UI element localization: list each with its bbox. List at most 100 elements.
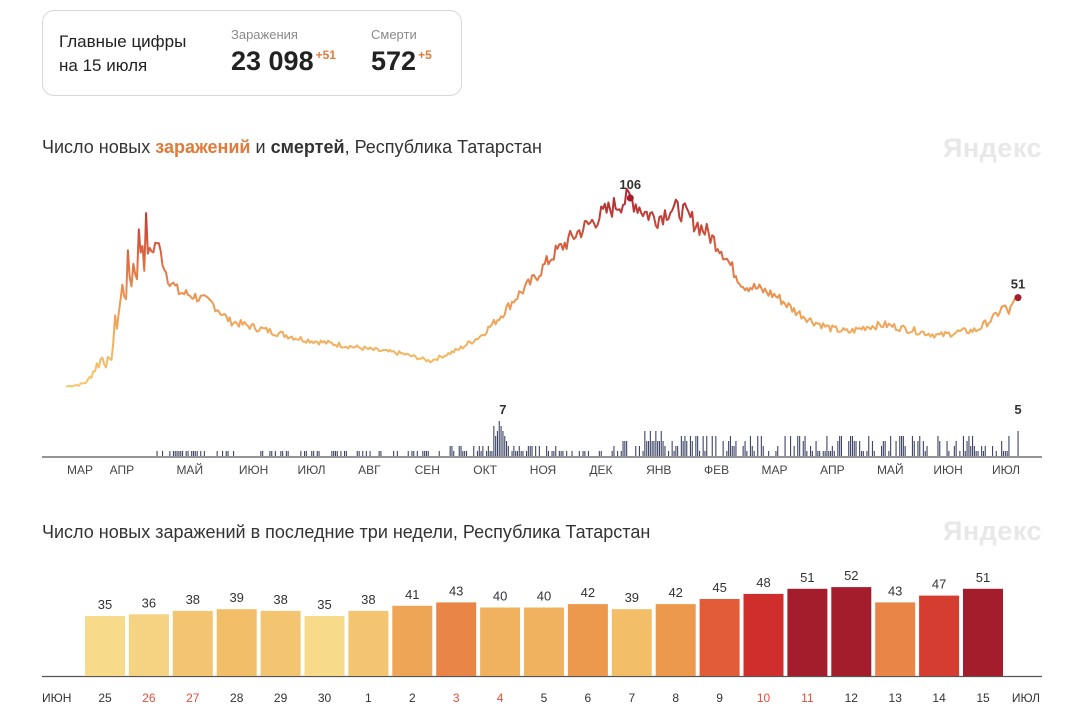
yandex-logo-2: Яндекс [942, 516, 1042, 546]
deaths-bar [751, 446, 753, 456]
deaths-bar [815, 441, 817, 456]
bar-value-label: 52 [844, 568, 858, 583]
deaths-bar [995, 451, 997, 456]
deaths-bar [939, 441, 941, 456]
deaths-bar [535, 446, 537, 456]
deaths-bar [729, 436, 731, 456]
deaths-bar [924, 451, 926, 456]
month-tick-label: ИЮЛ [992, 463, 1020, 477]
bar-day-25 [85, 616, 125, 676]
deaths-bar [300, 451, 302, 456]
deaths-bar [804, 436, 806, 456]
deaths-bar [562, 451, 564, 456]
deaths-delta: +5 [418, 48, 432, 62]
deaths-bar [582, 451, 584, 456]
bar-value-label: 45 [712, 580, 726, 595]
deaths-bar [797, 436, 799, 456]
deaths-bar [506, 441, 508, 456]
deaths-bar [715, 436, 717, 456]
deaths-bar [280, 451, 282, 456]
deaths-bar [496, 431, 498, 456]
deaths-bar [449, 446, 451, 456]
deaths-bar [937, 436, 939, 456]
deaths-bar [684, 436, 686, 456]
bar-day-label: 30 [318, 691, 332, 705]
deaths-bar [917, 441, 919, 456]
month-tick-label: СЕН [415, 463, 440, 477]
deaths-bar [476, 451, 478, 456]
deaths-bar [711, 436, 713, 456]
deaths-bar [746, 451, 748, 456]
deaths-bar [613, 446, 615, 456]
month-tick-label: ИЮН [933, 463, 962, 477]
infections-value: 23 098 [231, 46, 314, 76]
deaths-bar [587, 451, 589, 456]
summary-title-line2: на 15 июля [59, 56, 148, 75]
deaths-bar [644, 431, 646, 456]
deaths-bar [222, 451, 224, 456]
deaths-bar [646, 441, 648, 456]
deaths-bar [504, 436, 506, 456]
deaths-bar [762, 446, 764, 456]
deaths-bar [799, 436, 801, 456]
deaths-bar [824, 451, 826, 456]
bar-day-2 [392, 605, 433, 676]
deaths-bar [620, 451, 622, 456]
deaths-bar [638, 446, 640, 456]
deaths-bar [866, 451, 868, 456]
deaths-bar [511, 451, 513, 456]
deaths-bar [269, 451, 271, 456]
deaths-bar [899, 436, 901, 456]
deaths-bar [617, 451, 619, 456]
deaths-bar [839, 436, 841, 456]
deaths-bar [902, 436, 904, 456]
deaths-bar [491, 451, 493, 456]
deaths-bar [837, 441, 839, 456]
deaths-bar [975, 451, 977, 456]
bar-day-label: 27 [186, 691, 200, 705]
bar-day-11 [787, 588, 828, 676]
deaths-bar [458, 446, 460, 456]
bar-day-label: 14 [932, 691, 946, 705]
month-tick-label: ИЮН [239, 463, 268, 477]
deaths-bar [830, 451, 832, 456]
deaths-bar [460, 446, 462, 456]
deaths-bar [733, 446, 735, 456]
bar-day-29 [260, 610, 301, 676]
deaths-bar [365, 451, 367, 456]
month-tick-label: ДЕК [589, 463, 612, 477]
deaths-bar [768, 451, 770, 456]
deaths-bar [416, 451, 418, 456]
deaths-bar [260, 451, 262, 456]
deaths-bar [851, 436, 853, 456]
deaths-bar [1017, 431, 1019, 456]
deaths-bar [682, 441, 684, 456]
deaths-bar [529, 446, 531, 456]
deaths-bar [271, 451, 273, 456]
deaths-bar [704, 451, 706, 456]
deaths-bar [1008, 436, 1010, 456]
bar-day-4 [480, 607, 521, 676]
deaths-bar [498, 421, 500, 456]
bar-day-5 [524, 607, 564, 676]
bar-value-label: 39 [229, 590, 243, 605]
deaths-bar [882, 441, 884, 456]
deaths-bar [689, 436, 691, 456]
deaths-bar [913, 441, 915, 456]
deaths-bar [992, 446, 994, 456]
bar-value-label: 38 [273, 592, 287, 607]
deaths-bar [635, 446, 637, 456]
deaths-bar [777, 446, 779, 456]
bar-day-label: 8 [672, 691, 679, 705]
deaths-bar [396, 451, 398, 456]
bar-day-label: 3 [453, 691, 460, 705]
deaths-bar [336, 451, 338, 456]
infections-peak-marker-0 [626, 194, 634, 202]
deaths-bar [962, 436, 964, 456]
bar-day-label: 1 [365, 691, 372, 705]
three-week-bar-chart: 3525362638273928382935303814124334044054… [42, 568, 1042, 705]
bar-day-label: 5 [541, 691, 548, 705]
bar-value-label: 43 [449, 583, 463, 598]
deaths-bar [362, 451, 364, 456]
